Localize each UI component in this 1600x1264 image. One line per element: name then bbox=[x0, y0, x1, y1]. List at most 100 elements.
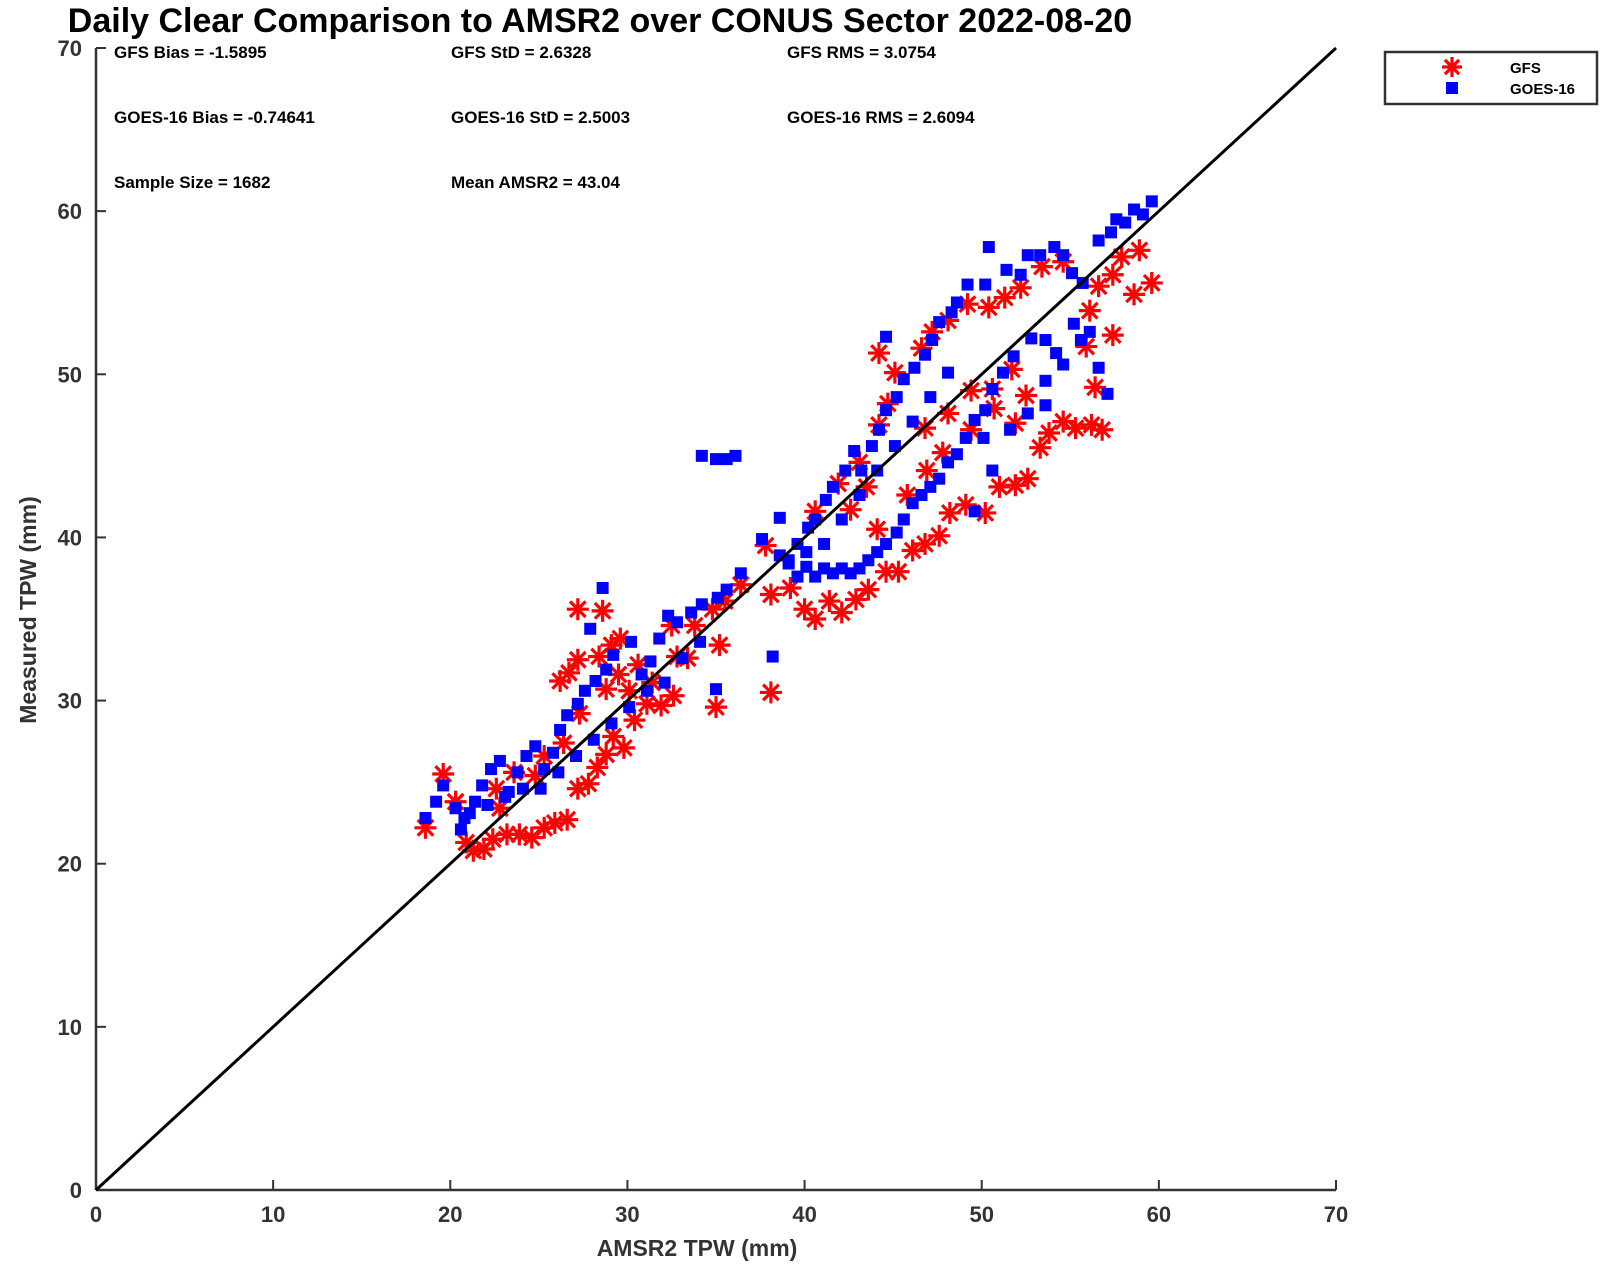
goes16-point bbox=[571, 697, 584, 710]
gfs-point bbox=[866, 518, 889, 541]
y-tick-label: 10 bbox=[58, 1015, 82, 1040]
gfs-point bbox=[1140, 271, 1163, 294]
gfs-point bbox=[1123, 283, 1146, 306]
goes16-point bbox=[419, 812, 432, 825]
goes16-point bbox=[950, 296, 963, 309]
goes16-point bbox=[986, 382, 999, 395]
gfs-point bbox=[1087, 275, 1110, 298]
goes16-point bbox=[695, 449, 708, 462]
goes16-point bbox=[800, 546, 813, 559]
goes16-point bbox=[520, 750, 533, 763]
goes16-point bbox=[897, 373, 910, 386]
goes16-point bbox=[968, 505, 981, 518]
legend-marker-goes16 bbox=[1446, 82, 1458, 94]
gfs-point bbox=[1091, 418, 1114, 441]
gfs-point bbox=[1009, 276, 1032, 299]
goes16-point bbox=[635, 668, 648, 681]
goes16-point bbox=[607, 648, 620, 661]
x-tick-label: 40 bbox=[792, 1202, 816, 1227]
goes16-point bbox=[826, 480, 839, 493]
goes16-point bbox=[982, 241, 995, 254]
goes16-point bbox=[865, 440, 878, 453]
goes16-point bbox=[469, 795, 482, 808]
gfs-point bbox=[1078, 299, 1101, 322]
goes16-point bbox=[734, 567, 747, 580]
goes16-point bbox=[942, 456, 955, 469]
gfs-point bbox=[662, 684, 685, 707]
goes16-point bbox=[853, 489, 866, 502]
gfs-point bbox=[577, 772, 600, 795]
one-to-one-line bbox=[94, 46, 1338, 1192]
goes16-point bbox=[493, 754, 506, 767]
goes16-point bbox=[430, 795, 443, 808]
goes16-point bbox=[534, 782, 547, 795]
goes16-point bbox=[671, 616, 684, 629]
gfs-point bbox=[915, 459, 938, 482]
gfs-point bbox=[612, 736, 635, 759]
goes16-point bbox=[1000, 263, 1013, 276]
goes16-point bbox=[538, 763, 551, 776]
gfs-point bbox=[586, 756, 609, 779]
goes16-point bbox=[1145, 195, 1158, 208]
y-tick-label: 30 bbox=[58, 689, 82, 714]
goes16-point bbox=[437, 779, 450, 792]
goes16-point bbox=[1074, 334, 1087, 347]
goes16-point bbox=[855, 464, 868, 477]
goes16-point bbox=[658, 676, 671, 689]
goes16-point bbox=[926, 334, 939, 347]
gfs-point bbox=[591, 599, 614, 622]
gfs-point bbox=[566, 598, 589, 621]
y-axis-label: Measured TPW (mm) bbox=[15, 496, 41, 723]
gfs-point bbox=[595, 743, 618, 766]
plot-area: 0 10 20 30 40 50 60 70 0 10 20 30 40 50 60 70 GFS Bias =… bbox=[58, 36, 1349, 1227]
goes16-point bbox=[800, 560, 813, 573]
goes16-point bbox=[809, 570, 822, 583]
goes16-point bbox=[848, 444, 861, 457]
goes16-point bbox=[872, 423, 885, 436]
gfs-point bbox=[867, 342, 890, 365]
gfs-point bbox=[928, 524, 951, 547]
goes16-point bbox=[890, 391, 903, 404]
goes16-point bbox=[640, 684, 653, 697]
goes16-point bbox=[1021, 249, 1034, 262]
goes16-point bbox=[1021, 407, 1034, 420]
goes16-point bbox=[605, 717, 618, 730]
goes16-point bbox=[1025, 332, 1038, 345]
gfs-point bbox=[1029, 436, 1052, 459]
goes16-point bbox=[511, 766, 524, 779]
stat-annotation: Sample Size = 1682 bbox=[114, 173, 270, 192]
goes16-point bbox=[906, 497, 919, 510]
stat-annotation: GOES-16 StD = 2.5003 bbox=[451, 108, 630, 127]
legend: GFS GOES-16 bbox=[1383, 50, 1599, 106]
goes16-point bbox=[888, 440, 901, 453]
legend-label-gfs: GFS bbox=[1510, 60, 1541, 77]
goes16-point bbox=[685, 606, 698, 619]
gfs-point bbox=[938, 501, 961, 524]
x-tick-label: 20 bbox=[438, 1202, 462, 1227]
gfs-point bbox=[988, 475, 1011, 498]
gfs-point bbox=[705, 696, 727, 719]
gfs-point bbox=[759, 583, 782, 606]
legend-marker-gfs bbox=[1442, 57, 1462, 77]
gfs-point bbox=[1101, 263, 1124, 286]
goes16-point bbox=[1034, 249, 1047, 262]
x-tick-label: 70 bbox=[1324, 1202, 1348, 1227]
goes16-point bbox=[547, 746, 560, 759]
goes16-point bbox=[1092, 361, 1105, 374]
gfs-point bbox=[1015, 384, 1037, 407]
goes16-point bbox=[676, 652, 689, 665]
x-tick-label: 60 bbox=[1147, 1202, 1171, 1227]
gfs-point bbox=[1030, 255, 1053, 278]
stat-annotation: Mean AMSR2 = 43.04 bbox=[451, 173, 621, 192]
gfs-point bbox=[759, 681, 782, 704]
goes16-point bbox=[570, 750, 583, 763]
goes16-point bbox=[996, 366, 1009, 379]
goes16-point bbox=[924, 391, 937, 404]
gfs-point bbox=[830, 601, 853, 624]
goes16-point bbox=[1057, 358, 1070, 371]
goes16-point bbox=[587, 733, 600, 746]
gfs-point bbox=[588, 645, 611, 668]
goes16-point bbox=[449, 802, 462, 815]
goes16-point bbox=[819, 493, 832, 506]
goes16-point bbox=[653, 632, 666, 645]
